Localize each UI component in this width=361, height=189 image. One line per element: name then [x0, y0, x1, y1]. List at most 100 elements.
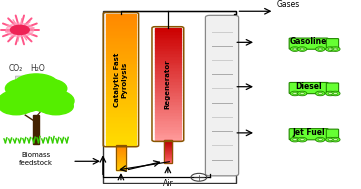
Bar — [116, 150, 126, 151]
FancyBboxPatch shape — [289, 38, 328, 49]
Bar — [155, 92, 181, 95]
Bar — [155, 56, 181, 59]
Bar — [116, 160, 126, 161]
Bar — [155, 45, 181, 48]
Bar — [106, 37, 136, 40]
Bar — [155, 106, 181, 109]
FancyBboxPatch shape — [326, 39, 339, 48]
Bar — [164, 144, 172, 145]
Bar — [116, 156, 126, 157]
Circle shape — [27, 79, 67, 98]
Bar — [106, 43, 136, 47]
Polygon shape — [12, 76, 27, 106]
Circle shape — [290, 47, 300, 51]
Circle shape — [293, 48, 297, 50]
Bar — [106, 126, 136, 129]
Bar — [106, 122, 136, 126]
Circle shape — [297, 47, 307, 51]
Bar — [106, 47, 136, 50]
Bar — [164, 151, 172, 152]
Circle shape — [316, 47, 325, 51]
Text: Air: Air — [162, 179, 173, 188]
Bar — [106, 63, 136, 67]
Bar — [155, 42, 181, 45]
Bar — [164, 150, 172, 151]
Text: Gases: Gases — [276, 1, 299, 9]
Bar — [164, 162, 172, 163]
Text: Biomass
feedstock: Biomass feedstock — [19, 152, 53, 166]
Bar — [116, 149, 126, 150]
Bar — [106, 53, 136, 57]
Bar — [106, 27, 136, 30]
Bar — [155, 137, 181, 140]
Bar — [155, 48, 181, 50]
Bar — [164, 159, 172, 160]
Circle shape — [328, 48, 332, 50]
Circle shape — [297, 137, 307, 142]
Circle shape — [14, 74, 58, 96]
Bar — [106, 132, 136, 136]
Circle shape — [331, 47, 340, 51]
Circle shape — [293, 139, 297, 141]
Bar — [164, 147, 172, 148]
Bar — [155, 84, 181, 87]
Circle shape — [331, 137, 340, 142]
Bar — [155, 132, 181, 134]
Circle shape — [300, 48, 304, 50]
Bar — [155, 104, 181, 106]
Circle shape — [290, 137, 300, 142]
Bar — [106, 24, 136, 27]
Bar — [155, 76, 181, 78]
Bar — [164, 160, 172, 161]
Bar — [106, 142, 136, 145]
Bar — [106, 34, 136, 37]
Bar — [155, 126, 181, 129]
Bar — [106, 109, 136, 112]
Circle shape — [6, 23, 34, 37]
Bar — [106, 106, 136, 109]
Circle shape — [318, 92, 322, 94]
Bar — [164, 140, 172, 141]
Bar — [164, 157, 172, 158]
Bar — [164, 145, 172, 146]
Circle shape — [318, 48, 322, 50]
Bar — [116, 147, 126, 148]
Bar — [116, 148, 126, 149]
Circle shape — [293, 92, 297, 94]
Bar — [106, 83, 136, 86]
Bar — [164, 141, 172, 142]
Bar — [106, 80, 136, 83]
Bar — [106, 129, 136, 132]
Bar — [155, 59, 181, 62]
Bar — [116, 159, 126, 160]
Bar — [155, 67, 181, 70]
Bar — [155, 81, 181, 84]
Bar — [106, 70, 136, 73]
Bar — [155, 129, 181, 132]
Bar — [106, 30, 136, 34]
Bar — [155, 64, 181, 67]
Bar — [164, 143, 172, 144]
Bar — [106, 99, 136, 103]
Bar — [164, 153, 172, 154]
Bar — [106, 76, 136, 80]
Bar — [106, 136, 136, 139]
Bar — [106, 14, 136, 17]
Circle shape — [326, 47, 335, 51]
Text: Gasoline: Gasoline — [290, 37, 327, 46]
Bar — [164, 154, 172, 155]
Bar — [106, 139, 136, 142]
Bar — [164, 142, 172, 143]
Circle shape — [316, 137, 325, 142]
Bar — [155, 62, 181, 64]
Bar — [155, 101, 181, 104]
Bar — [116, 167, 126, 168]
Circle shape — [316, 91, 325, 96]
Bar — [155, 36, 181, 39]
Bar — [106, 112, 136, 116]
Bar — [106, 50, 136, 53]
Bar — [106, 73, 136, 76]
Bar — [106, 67, 136, 70]
Circle shape — [333, 139, 338, 141]
FancyBboxPatch shape — [289, 82, 328, 94]
